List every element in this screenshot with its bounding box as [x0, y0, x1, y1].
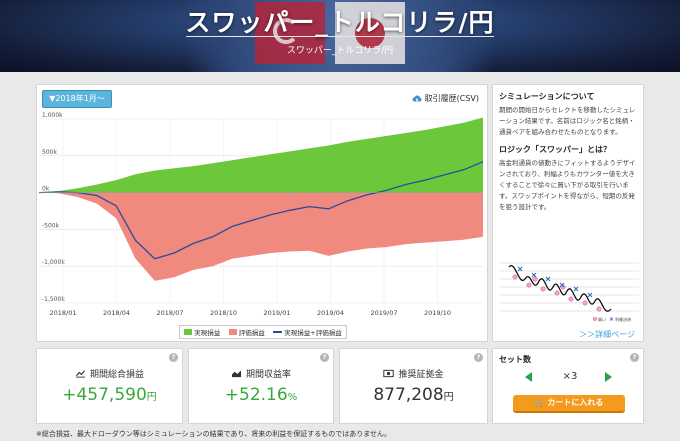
recommended-margin-value-row: 877,208円 — [340, 385, 487, 405]
x-tick-label: 2019/04 — [317, 309, 344, 317]
logic-description: 高金利通貨の値動きにフィットするようデザインされており、利幅よりもカウンター値を… — [499, 159, 636, 211]
money-icon — [383, 369, 395, 378]
decrease-arrow-icon[interactable] — [525, 372, 532, 382]
simulation-heading: シミュレーションについて — [499, 92, 595, 101]
y-tick-label: 500k — [42, 149, 57, 156]
x-tick-label: 2019/10 — [424, 309, 451, 317]
detail-page-link[interactable]: ＞＞詳細ページ — [579, 330, 635, 339]
y-tick-label: -1,000k — [42, 259, 65, 266]
recommended-margin-card: ? 推奨証拠金 877,208円 — [339, 348, 488, 424]
legend-item-realized: 実現損益 — [184, 327, 220, 337]
total-pnl-label-row: 期間総合損益 — [37, 367, 182, 380]
logic-illustration: 買い 利確決済 — [499, 262, 639, 322]
trade-history-label: 取引履歴(CSV) — [424, 94, 479, 103]
pnl-chart: 1,000k 500k 0k -500k -1,000k -1,500k 2018/01 20… — [38, 112, 484, 317]
area-chart-icon — [231, 370, 241, 378]
title-divider — [186, 36, 494, 37]
trend-chart-icon — [75, 370, 85, 378]
recommended-margin-value: 877,208 — [373, 385, 444, 405]
total-pnl-line — [38, 161, 484, 260]
x-tick-label: 2018/01 — [49, 309, 76, 317]
logic-heading: ロジック「スワッパー」とは？ — [499, 145, 611, 154]
set-quantity: ×3 — [562, 371, 578, 382]
japan-flag-image — [335, 2, 405, 64]
help-icon[interactable]: ? — [474, 353, 483, 362]
page-subtitle: スワッパー_トルコリラ/円 — [286, 46, 394, 56]
x-tick-label: 2019/01 — [263, 309, 290, 317]
y-tick-label: 1,000k — [42, 112, 63, 119]
help-icon[interactable]: ? — [630, 353, 639, 362]
trade-history-csv-link[interactable]: 取引履歴(CSV) — [412, 93, 479, 104]
y-tick-label: -500k — [42, 222, 60, 229]
unrealized-pnl-area — [39, 192, 483, 281]
x-tick-label: 2018/04 — [103, 309, 130, 317]
total-pnl-unit: 円 — [146, 392, 157, 403]
y-tick-label: 0k — [42, 186, 50, 193]
cloud-download-icon — [412, 95, 422, 101]
x-tick-label: 2018/07 — [156, 309, 183, 317]
add-to-cart-button[interactable]: 🛒 カートに入れる — [513, 395, 625, 413]
simulation-description: 期間の開始日からセレクトを移動したシミュレーション結果です。名前はロジック名と銘… — [499, 106, 636, 136]
hero-banner: スワッパー_トルコリラ/円 スワッパー_トルコリラ/円 — [0, 0, 680, 72]
recommended-margin-label-row: 推奨証拠金 — [340, 367, 487, 380]
total-pnl-value-row: +457,590円 — [37, 385, 182, 405]
y-tick-label: -1,500k — [42, 296, 65, 303]
help-icon[interactable]: ? — [320, 353, 329, 362]
chart-legend: 実現損益 評価損益 実現損益+評価損益 — [179, 325, 347, 339]
total-pnl-label: 期間総合損益 — [89, 370, 144, 380]
legend-item-total: 実現損益+評価損益 — [273, 327, 342, 337]
add-to-cart-label: カートに入れる — [547, 398, 604, 407]
return-rate-label-row: 期間収益率 — [189, 367, 333, 380]
help-icon[interactable]: ? — [169, 353, 178, 362]
return-rate-value-row: +52.16% — [189, 385, 333, 405]
legend-label-realized: 実現損益 — [194, 329, 221, 337]
recommended-margin-unit: 円 — [443, 392, 454, 403]
set-count-panel: セット数 ? ×3 🛒 カートに入れる — [492, 348, 644, 424]
return-rate-card: ? 期間収益率 +52.16% — [188, 348, 334, 424]
fig-legend-close: 利確決済 — [615, 316, 631, 322]
legend-label-total: 実現損益+評価損益 — [284, 329, 342, 337]
return-rate-value: +52.16 — [224, 385, 288, 405]
fig-legend-buy: 買い — [598, 317, 606, 322]
legend-label-unrealized: 評価損益 — [238, 329, 265, 337]
set-count-heading: セット数 — [499, 355, 531, 364]
page-title: スワッパー_トルコリラ/円 — [185, 8, 495, 37]
return-rate-label: 期間収益率 — [245, 370, 291, 380]
chart-panel: ▼2018年1月〜 取引履歴(CSV) 1,000k 500k 0k -500k -1,… — [36, 84, 488, 342]
cart-icon: 🛒 — [534, 398, 545, 407]
disclaimer-footnote: ※総合損益、最大ドローダウン等はシミュレーションの結果であり、将来の利益を保証す… — [36, 430, 392, 438]
start-date-button[interactable]: ▼2018年1月〜 — [42, 90, 112, 108]
return-rate-unit: % — [287, 392, 298, 403]
legend-item-unrealized: 評価損益 — [228, 327, 265, 337]
x-tick-label: 2018/10 — [210, 309, 237, 317]
turkey-flag-image — [255, 2, 325, 64]
total-pnl-card: ? 期間総合損益 +457,590円 — [36, 348, 183, 424]
legend-swatch-total — [273, 331, 283, 333]
total-pnl-value: +457,590 — [62, 385, 147, 405]
recommended-margin-label: 推奨証拠金 — [398, 370, 444, 380]
legend-swatch-unrealized — [228, 329, 237, 335]
x-tick-label: 2019/07 — [370, 309, 397, 317]
legend-swatch-realized — [184, 329, 193, 335]
info-panel: シミュレーションについて 期間の開始日からセレクトを移動したシミュレーション結果… — [492, 84, 644, 342]
increase-arrow-icon[interactable] — [605, 372, 612, 382]
realized-pnl-area — [39, 117, 483, 193]
